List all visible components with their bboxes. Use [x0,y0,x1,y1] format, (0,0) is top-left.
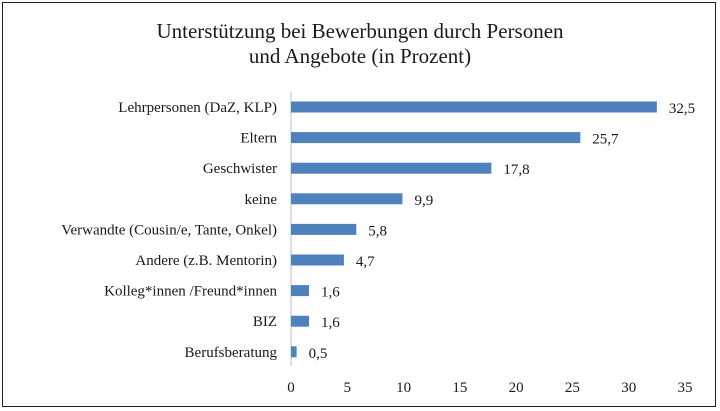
bar [291,223,357,235]
chart-title-line-2: und Angebote (in Prozent) [249,44,471,68]
category-label: Verwandte (Cousin/e, Tante, Onkel) [61,222,277,238]
x-tick-label: 30 [621,380,636,396]
category-label: Berufsberatung [185,345,278,361]
x-tick-label: 10 [396,380,411,396]
value-label: 9,9 [414,193,433,209]
value-label: 17,8 [503,162,529,178]
value-label: 1,6 [321,285,340,301]
value-label: 5,8 [368,223,387,239]
x-tick-label: 20 [509,380,524,396]
bar [291,101,657,113]
x-tick-label: 25 [565,380,580,396]
category-label: Geschwister [203,161,277,177]
x-tick-label: 15 [452,380,467,396]
bar [291,162,492,174]
value-label: 0,5 [309,346,328,362]
bar [291,254,344,266]
chart-frame [2,2,716,407]
value-label: 4,7 [356,254,375,270]
value-label: 1,6 [321,315,340,331]
category-label: keine [245,192,278,208]
x-tick-label: 0 [287,380,295,396]
bar [291,346,297,358]
bar [291,315,310,327]
category-label: Kolleg*innen /Freund*innen [104,284,277,300]
chart-title-line-1: Unterstützung bei Bewerbungen durch Pers… [156,19,564,43]
category-label: Eltern [240,131,277,147]
bar [291,285,310,297]
bar [291,193,403,205]
category-label: Lehrpersonen (DaZ, KLP) [118,100,277,116]
x-tick-label: 35 [678,380,693,396]
category-label: BIZ [253,314,277,330]
value-label: 32,5 [669,101,695,117]
value-label: 25,7 [592,132,619,148]
bar [291,132,581,144]
x-tick-label: 5 [344,380,352,396]
category-label: Andere (z.B. Mentorin) [135,253,277,269]
